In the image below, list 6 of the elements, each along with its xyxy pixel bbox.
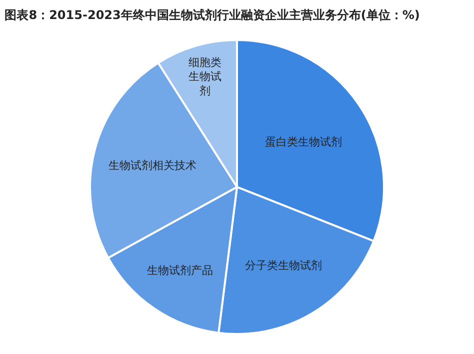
slice-label: 细胞类生物试剂 (188, 56, 222, 98)
slice-label: 生物试剂相关技术 (108, 158, 196, 172)
slice-label: 生物试剂产品 (147, 264, 214, 278)
slice-label: 分子类生物试剂 (244, 258, 322, 272)
slice-label: 蛋白类生物试剂 (265, 135, 342, 148)
chart-title: 图表8：2015-2023年终中国生物试剂行业融资企业主营业务分布(单位：%) (4, 8, 420, 22)
